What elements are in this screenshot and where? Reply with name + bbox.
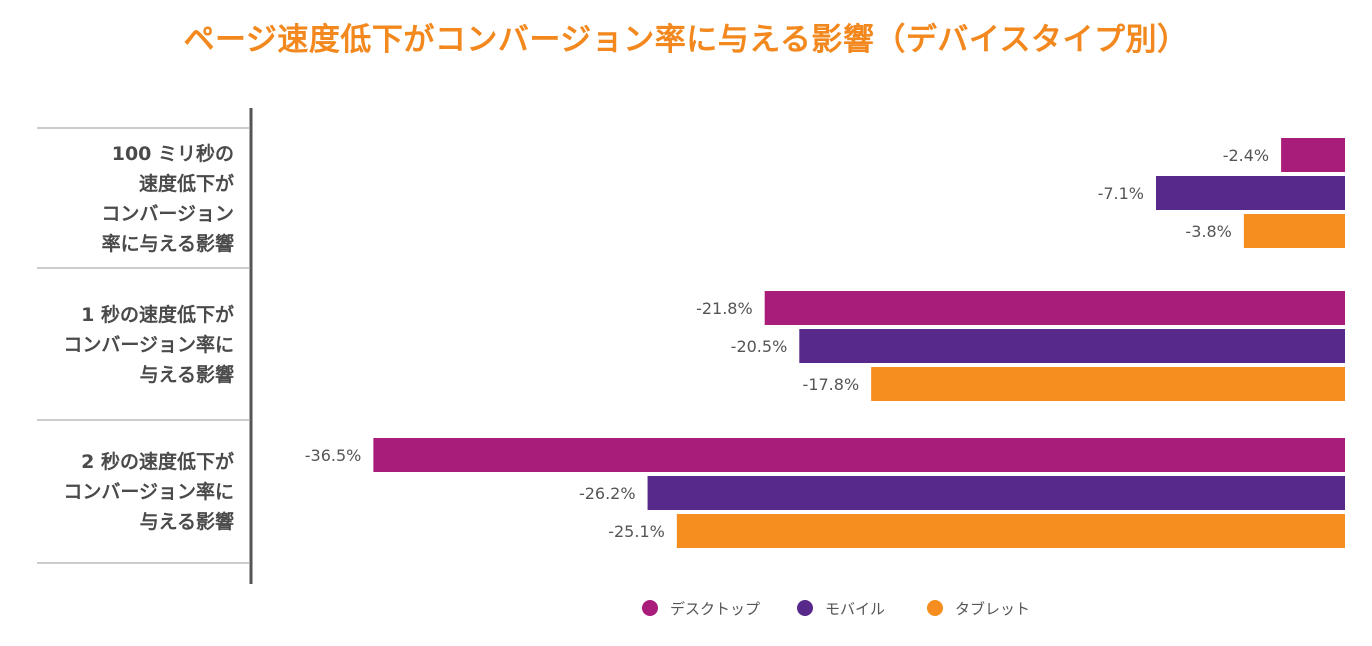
bar [1155, 176, 1345, 210]
value-label: -21.8% [696, 299, 753, 318]
bar [1243, 214, 1345, 248]
bar [871, 367, 1345, 401]
value-label: -2.4% [1223, 146, 1269, 165]
value-label: -26.2% [579, 484, 636, 503]
legend-label: モバイル [825, 600, 885, 618]
legend-marker [797, 600, 813, 616]
value-label: -3.8% [1185, 222, 1231, 241]
bar [764, 291, 1345, 325]
category-label: 2 秒の速度低下がコンバージョン率に与える影響 [63, 450, 234, 533]
legend-label: デスクトップ [670, 600, 760, 618]
bar [647, 476, 1345, 510]
value-label: -20.5% [731, 337, 788, 356]
legend-marker [642, 600, 658, 616]
legend-label: タブレット [955, 600, 1030, 618]
category-label: 100 ミリ秒の速度低下がコンバージョン率に与える影響 [101, 142, 234, 255]
bar [1281, 138, 1345, 172]
value-label: -36.5% [305, 446, 362, 465]
bar [676, 514, 1345, 548]
category-label: 1 秒の速度低下がコンバージョン率に与える影響 [63, 303, 234, 386]
legend-marker [927, 600, 943, 616]
value-label: -25.1% [608, 522, 665, 541]
bar [799, 329, 1345, 363]
value-label: -7.1% [1098, 184, 1144, 203]
value-label: -17.8% [803, 375, 860, 394]
chart-title: ページ速度低下がコンバージョン率に与える影響（デバイスタイプ別） [183, 22, 1189, 58]
bar [373, 438, 1345, 472]
